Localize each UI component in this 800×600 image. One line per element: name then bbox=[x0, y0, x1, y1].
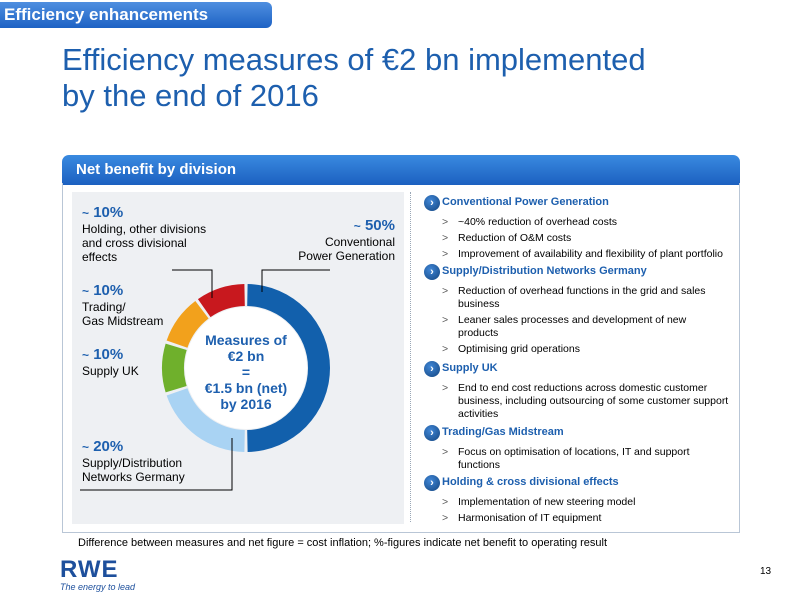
bullet-item: > Leaner sales processes and development … bbox=[442, 314, 687, 339]
chevron-right-icon: › bbox=[424, 195, 440, 211]
chevron-right-icon: › bbox=[424, 425, 440, 441]
slogan: The energy to lead bbox=[60, 582, 136, 592]
title-line-1: Efficiency measures of €2 bn implemented bbox=[62, 42, 646, 77]
bullet-item: > ~40% reduction of overhead costs bbox=[442, 216, 618, 228]
section-conventional: › Conventional Power Generation > ~40% red… bbox=[424, 195, 744, 261]
section-title: Supply/Distribution Networks Germany bbox=[442, 265, 647, 277]
footnote: Difference between measures and net figu… bbox=[78, 537, 608, 549]
label-conventional: ~ 50% Conventional Power Generation bbox=[298, 217, 395, 263]
section-supply-uk: › Supply UK > End to end cost reductions a… bbox=[424, 361, 744, 421]
section-trading: › Trading/Gas Midstream > Focus on optimis… bbox=[424, 425, 744, 472]
title-line-2: by the end of 2016 bbox=[62, 78, 319, 113]
label-supply-de: ~ 20% Supply/Distribution Networks Germa… bbox=[82, 438, 185, 484]
label-supply-de-pct: ~ 20% bbox=[82, 438, 124, 455]
chevron-right-icon: › bbox=[424, 361, 440, 377]
page-title: Efficiency measures of €2 bn implemented… bbox=[62, 42, 646, 114]
rwe-logo: RWE bbox=[60, 556, 119, 583]
bullet-item: > Optimising grid operations bbox=[442, 343, 580, 355]
label-holding-pct: ~ 10% bbox=[82, 204, 124, 221]
panel-header: Net benefit by division bbox=[62, 155, 740, 185]
chevron-right-icon: › bbox=[424, 475, 440, 491]
divider bbox=[410, 192, 411, 522]
chart-center-text: Measures of €2 bn = €1.5 bn (net) by 201… bbox=[204, 332, 288, 412]
bullet-item: > End to end cost reductions across domes… bbox=[442, 382, 729, 420]
bullet-item: > Improvement of availability and flexibi… bbox=[442, 248, 723, 260]
section-supply-de: › Supply/Distribution Networks Germany > R… bbox=[424, 264, 744, 356]
bullet-item: > Reduction of O&M costs bbox=[442, 232, 572, 244]
section-title: Conventional Power Generation bbox=[442, 196, 609, 208]
bullet-item: > Harmonisation of IT equipment bbox=[442, 512, 602, 524]
bullet-item: > Focus on optimisation of locations, IT … bbox=[442, 446, 690, 471]
label-trading-pct: ~ 10% bbox=[82, 282, 124, 299]
label-conventional-pct: ~ 50% bbox=[353, 217, 395, 234]
label-trading: ~ 10% Trading/ Gas Midstream bbox=[82, 282, 164, 328]
panel-frame bbox=[62, 183, 740, 533]
label-supply-uk-pct: ~ 10% bbox=[82, 346, 124, 363]
section-title: Holding & cross divisional effects bbox=[442, 476, 619, 488]
section-holding: › Holding & cross divisional effects > Imp… bbox=[424, 475, 744, 525]
label-supply-uk: ~ 10% Supply UK bbox=[82, 346, 139, 378]
chevron-right-icon: › bbox=[424, 264, 440, 280]
section-title: Supply UK bbox=[442, 362, 498, 374]
label-holding: ~ 10% Holding, other divisions and cross… bbox=[82, 204, 207, 264]
bullet-item: > Reduction of overhead functions in the … bbox=[442, 285, 706, 310]
section-title: Trading/Gas Midstream bbox=[442, 426, 564, 438]
bullet-item: > Implementation of new steering model bbox=[442, 496, 636, 508]
section-tag: Efficiency enhancements bbox=[0, 2, 272, 28]
page-number: 13 bbox=[760, 566, 772, 577]
